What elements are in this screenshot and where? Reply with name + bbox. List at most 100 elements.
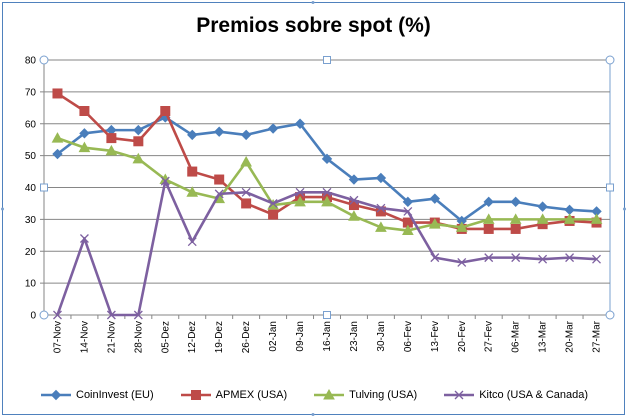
marker-stroke xyxy=(214,189,224,199)
data-point xyxy=(51,132,64,143)
data-point xyxy=(511,253,521,263)
data-point xyxy=(294,118,306,129)
marker-stroke xyxy=(484,253,494,263)
x-tick-label: 07-Nov xyxy=(52,321,63,353)
data-point xyxy=(538,254,548,264)
x-tick-label: 14-Nov xyxy=(79,321,90,353)
data-point xyxy=(375,221,387,232)
data-point xyxy=(592,254,601,264)
x-tick-label: 27-Mar xyxy=(592,320,603,352)
data-point xyxy=(79,128,90,139)
x-tick-label: 02-Jan xyxy=(268,321,279,352)
x-tick-label: 26-Dez xyxy=(241,321,252,353)
resize-handle xyxy=(323,56,331,64)
data-point xyxy=(321,153,333,165)
legend-swatch xyxy=(180,390,211,400)
data-point xyxy=(322,187,332,197)
marker-stroke xyxy=(133,310,143,320)
chart-edge-handle xyxy=(623,207,626,211)
data-point xyxy=(187,129,198,141)
legend-label: Kitco (USA & Canada) xyxy=(479,389,589,401)
legend-swatch xyxy=(444,390,475,400)
marker-stroke xyxy=(79,234,89,243)
marker-stroke xyxy=(454,390,464,400)
x-tick-label: 20-Fev xyxy=(457,321,468,352)
series-4 xyxy=(53,176,601,320)
chart-title: Premios sobre spot (%) xyxy=(196,14,431,37)
legend-item-3: Tulving (USA) xyxy=(313,389,417,401)
series-1 xyxy=(52,112,602,227)
data-point xyxy=(376,203,386,213)
data-point xyxy=(430,253,440,263)
data-point xyxy=(402,196,414,208)
data-point xyxy=(53,310,62,320)
legend-label: CoinInvest (EU) xyxy=(76,389,154,401)
marker-stroke xyxy=(241,187,251,197)
series-3 xyxy=(51,132,603,236)
data-point xyxy=(133,136,144,147)
x-tick-label: 13-Mar xyxy=(538,320,549,352)
x-tick-label: 16-Jan xyxy=(322,321,333,352)
x-tick-label: 19-Dez xyxy=(214,321,225,353)
marker-stroke xyxy=(457,257,467,267)
data-point xyxy=(240,129,252,141)
resize-handle xyxy=(39,310,49,320)
x-tick-label: 21-Nov xyxy=(106,321,117,353)
data-point xyxy=(133,310,143,320)
marker-stroke xyxy=(268,198,278,208)
data-point xyxy=(563,213,576,224)
x-tick-label: 13-Fev xyxy=(430,321,441,352)
data-point xyxy=(268,198,278,208)
legend-marker xyxy=(190,390,201,400)
chart-edge-handle xyxy=(311,413,315,416)
data-point xyxy=(375,172,387,184)
x-tick-label: 27-Fev xyxy=(484,321,495,352)
data-point xyxy=(428,218,441,229)
x-tick-label: 28-Nov xyxy=(133,321,144,353)
marker-stroke xyxy=(538,254,548,264)
resize-handle xyxy=(605,55,615,65)
data-point xyxy=(510,196,521,208)
legend-swatch xyxy=(41,389,71,401)
data-point xyxy=(509,213,522,224)
resize-handle xyxy=(605,310,615,320)
data-point xyxy=(106,133,117,144)
data-point xyxy=(187,237,197,247)
data-point xyxy=(349,195,359,205)
marker-stroke xyxy=(511,253,521,263)
data-point xyxy=(348,174,360,185)
marker-stroke xyxy=(322,187,332,197)
legend-marker xyxy=(454,390,464,400)
data-point xyxy=(267,123,279,134)
resize-handle xyxy=(39,55,49,65)
data-point xyxy=(536,213,549,224)
data-point xyxy=(565,253,575,263)
data-point xyxy=(537,201,548,212)
data-point xyxy=(268,209,279,220)
data-point xyxy=(429,193,441,204)
data-point xyxy=(564,204,575,216)
data-point xyxy=(483,196,494,208)
data-point xyxy=(105,144,118,156)
data-point xyxy=(133,124,144,136)
x-tick-label: 20-Mar xyxy=(565,320,576,352)
data-point xyxy=(348,210,360,221)
data-point xyxy=(482,213,495,224)
data-point xyxy=(241,198,252,209)
data-point xyxy=(484,253,494,263)
marker-stroke xyxy=(187,237,197,247)
data-point xyxy=(294,195,306,207)
y-tick-label: 70 xyxy=(25,87,37,98)
data-point xyxy=(187,166,198,177)
data-point xyxy=(590,213,603,224)
data-point xyxy=(160,106,171,116)
data-point xyxy=(160,176,170,186)
data-point xyxy=(241,187,251,197)
y-tick-label: 20 xyxy=(25,247,37,258)
y-tick-label: 10 xyxy=(25,279,37,290)
legend-swatch xyxy=(314,389,345,400)
x-tick-label: 09-Jan xyxy=(295,321,306,352)
data-point xyxy=(457,257,467,267)
